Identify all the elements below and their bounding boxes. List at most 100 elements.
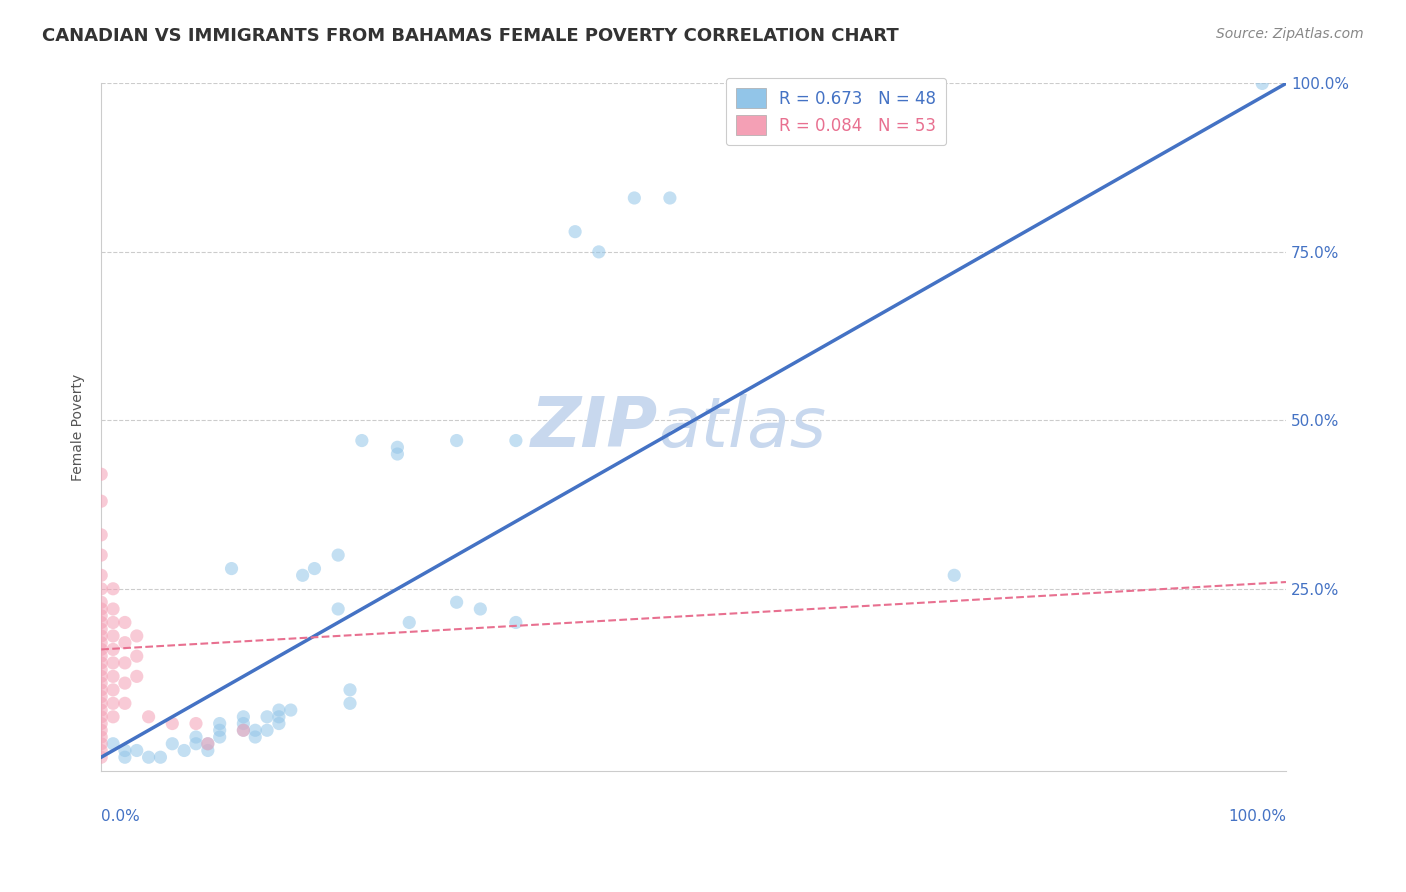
Point (90, 656, 112, 670)
Point (125, 669, 148, 683)
Point (446, 434, 468, 448)
Point (114, 743, 136, 757)
Point (101, 615, 124, 630)
Point (339, 682, 361, 697)
Point (90, 730, 112, 744)
Point (90, 528, 112, 542)
Point (328, 602, 350, 616)
Point (232, 723, 254, 738)
Point (350, 434, 373, 448)
Point (90, 663, 112, 677)
Point (232, 716, 254, 731)
Point (564, 225, 586, 239)
Point (90, 703, 112, 717)
Point (125, 629, 148, 643)
Text: atlas: atlas (658, 393, 827, 460)
Point (90, 696, 112, 710)
Point (245, 723, 267, 738)
Text: ZIP: ZIP (531, 393, 658, 460)
Point (114, 696, 136, 710)
Point (114, 676, 136, 690)
Point (505, 434, 527, 448)
Point (101, 642, 124, 657)
Point (90, 669, 112, 683)
Point (280, 703, 302, 717)
Point (328, 548, 350, 562)
Point (90, 682, 112, 697)
Point (245, 730, 267, 744)
Point (387, 447, 409, 461)
Point (90, 676, 112, 690)
Point (162, 716, 184, 731)
Point (197, 737, 219, 751)
Point (90, 467, 112, 482)
Point (232, 710, 254, 724)
Point (90, 494, 112, 508)
Point (101, 682, 124, 697)
Point (101, 669, 124, 683)
Point (90, 635, 112, 649)
Point (291, 568, 314, 582)
Point (197, 743, 219, 757)
Point (184, 730, 207, 744)
Point (90, 595, 112, 609)
Point (943, 568, 966, 582)
Point (588, 244, 610, 259)
Point (173, 743, 195, 757)
Point (304, 561, 326, 575)
Point (90, 615, 112, 630)
Text: 100.0%: 100.0% (1227, 808, 1286, 823)
Point (90, 568, 112, 582)
Point (114, 656, 136, 670)
Point (90, 602, 112, 616)
Point (90, 690, 112, 704)
Text: Source: ZipAtlas.com: Source: ZipAtlas.com (1216, 27, 1364, 41)
Point (208, 730, 231, 744)
Point (101, 656, 124, 670)
Point (221, 561, 243, 575)
Point (90, 629, 112, 643)
Point (114, 750, 136, 764)
Point (197, 737, 219, 751)
Point (208, 723, 231, 738)
Point (470, 602, 492, 616)
Point (267, 716, 290, 731)
Y-axis label: Female Poverty: Female Poverty (72, 374, 86, 481)
Point (101, 582, 124, 596)
Point (90, 548, 112, 562)
Point (505, 615, 527, 630)
Point (162, 737, 184, 751)
Point (101, 602, 124, 616)
Point (101, 737, 124, 751)
Point (184, 716, 207, 731)
Point (90, 743, 112, 757)
Point (446, 595, 468, 609)
Point (101, 696, 124, 710)
Point (623, 191, 645, 205)
Point (208, 716, 231, 731)
Text: CANADIAN VS IMMIGRANTS FROM BAHAMAS FEMALE POVERTY CORRELATION CHART: CANADIAN VS IMMIGRANTS FROM BAHAMAS FEMA… (42, 27, 898, 45)
Point (114, 615, 136, 630)
Point (90, 710, 112, 724)
Point (90, 608, 112, 623)
Point (232, 723, 254, 738)
Point (267, 703, 290, 717)
Point (256, 710, 278, 724)
Point (398, 615, 420, 630)
Point (1251, 77, 1274, 91)
Point (149, 750, 172, 764)
Point (658, 191, 681, 205)
Point (90, 737, 112, 751)
Point (184, 737, 207, 751)
Point (90, 723, 112, 738)
Point (125, 743, 148, 757)
Point (267, 710, 290, 724)
Point (256, 723, 278, 738)
Point (387, 440, 409, 454)
Point (339, 696, 361, 710)
Point (101, 710, 124, 724)
Legend: R = 0.673   N = 48, R = 0.084   N = 53: R = 0.673 N = 48, R = 0.084 N = 53 (725, 78, 946, 145)
Point (90, 642, 112, 657)
Point (114, 635, 136, 649)
Point (138, 750, 160, 764)
